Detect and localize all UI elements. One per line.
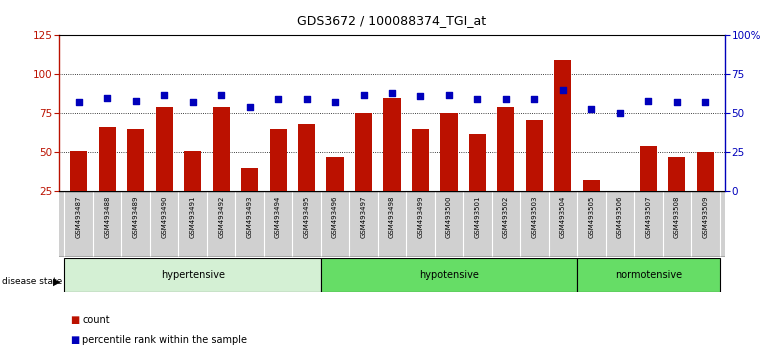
Bar — [554, 60, 572, 191]
Point — [215, 92, 227, 97]
Text: hypertensive: hypertensive — [161, 270, 225, 280]
Bar — [184, 151, 201, 191]
Bar — [241, 168, 258, 191]
Bar — [697, 152, 713, 191]
Text: GSM493490: GSM493490 — [162, 196, 167, 238]
Point — [187, 99, 199, 105]
Bar — [127, 129, 144, 191]
Bar — [668, 157, 685, 191]
Point — [300, 96, 313, 102]
Point — [471, 96, 484, 102]
Bar — [298, 124, 315, 191]
Point — [642, 98, 655, 104]
Text: GSM493499: GSM493499 — [417, 196, 423, 238]
Text: GSM493498: GSM493498 — [389, 196, 395, 238]
Bar — [270, 129, 287, 191]
Text: GSM493501: GSM493501 — [474, 196, 481, 238]
Text: GSM493487: GSM493487 — [76, 196, 82, 238]
Point — [699, 99, 712, 105]
Bar — [212, 107, 230, 191]
Point — [443, 92, 456, 97]
Bar — [497, 107, 514, 191]
Text: hypotensive: hypotensive — [419, 270, 479, 280]
Bar — [577, 258, 720, 292]
Text: GSM493508: GSM493508 — [673, 196, 680, 238]
Bar — [612, 191, 628, 196]
Bar — [71, 151, 87, 191]
Text: GSM493504: GSM493504 — [560, 196, 566, 238]
Bar — [99, 127, 116, 191]
Point — [414, 93, 426, 99]
Text: GSM493502: GSM493502 — [503, 196, 509, 238]
Point — [158, 92, 170, 97]
Text: GSM493494: GSM493494 — [275, 196, 281, 238]
Text: GSM493503: GSM493503 — [532, 196, 537, 238]
Bar — [326, 157, 343, 191]
Text: GSM493489: GSM493489 — [132, 196, 139, 238]
Text: GSM493496: GSM493496 — [332, 196, 338, 238]
Text: GSM493505: GSM493505 — [588, 196, 594, 238]
Point — [528, 96, 541, 102]
Point — [129, 98, 142, 104]
Bar — [441, 113, 458, 191]
Bar — [64, 258, 321, 292]
Bar — [526, 120, 543, 191]
Text: GSM493509: GSM493509 — [702, 196, 708, 238]
Text: GSM493491: GSM493491 — [190, 196, 196, 238]
Text: ▶: ▶ — [53, 276, 61, 286]
Text: GSM493507: GSM493507 — [645, 196, 652, 238]
Point — [499, 96, 512, 102]
Point — [243, 104, 256, 110]
Text: GSM493493: GSM493493 — [247, 196, 252, 238]
Bar — [583, 180, 600, 191]
Text: ■: ■ — [71, 335, 80, 345]
Text: ■: ■ — [71, 315, 80, 325]
Bar — [412, 129, 429, 191]
Bar — [156, 107, 172, 191]
Text: percentile rank within the sample: percentile rank within the sample — [82, 335, 247, 345]
Text: GDS3672 / 100088374_TGI_at: GDS3672 / 100088374_TGI_at — [297, 14, 487, 27]
Point — [358, 92, 370, 97]
Text: GSM493497: GSM493497 — [361, 196, 367, 238]
Bar — [355, 113, 372, 191]
Text: GSM493500: GSM493500 — [446, 196, 452, 238]
Point — [670, 99, 683, 105]
Bar — [383, 98, 401, 191]
Point — [557, 87, 569, 93]
Text: count: count — [82, 315, 110, 325]
Text: GSM493495: GSM493495 — [303, 196, 310, 238]
Text: GSM493492: GSM493492 — [218, 196, 224, 238]
Bar — [640, 146, 657, 191]
Text: normotensive: normotensive — [615, 270, 682, 280]
Point — [72, 99, 85, 105]
Text: GSM493506: GSM493506 — [617, 196, 622, 238]
Text: disease state: disease state — [2, 277, 62, 286]
Point — [101, 95, 114, 101]
Point — [272, 96, 285, 102]
Text: GSM493488: GSM493488 — [104, 196, 111, 238]
Point — [585, 106, 597, 112]
Point — [614, 110, 626, 116]
Point — [328, 99, 341, 105]
Bar — [321, 258, 577, 292]
Bar — [469, 133, 486, 191]
Point — [386, 90, 398, 96]
